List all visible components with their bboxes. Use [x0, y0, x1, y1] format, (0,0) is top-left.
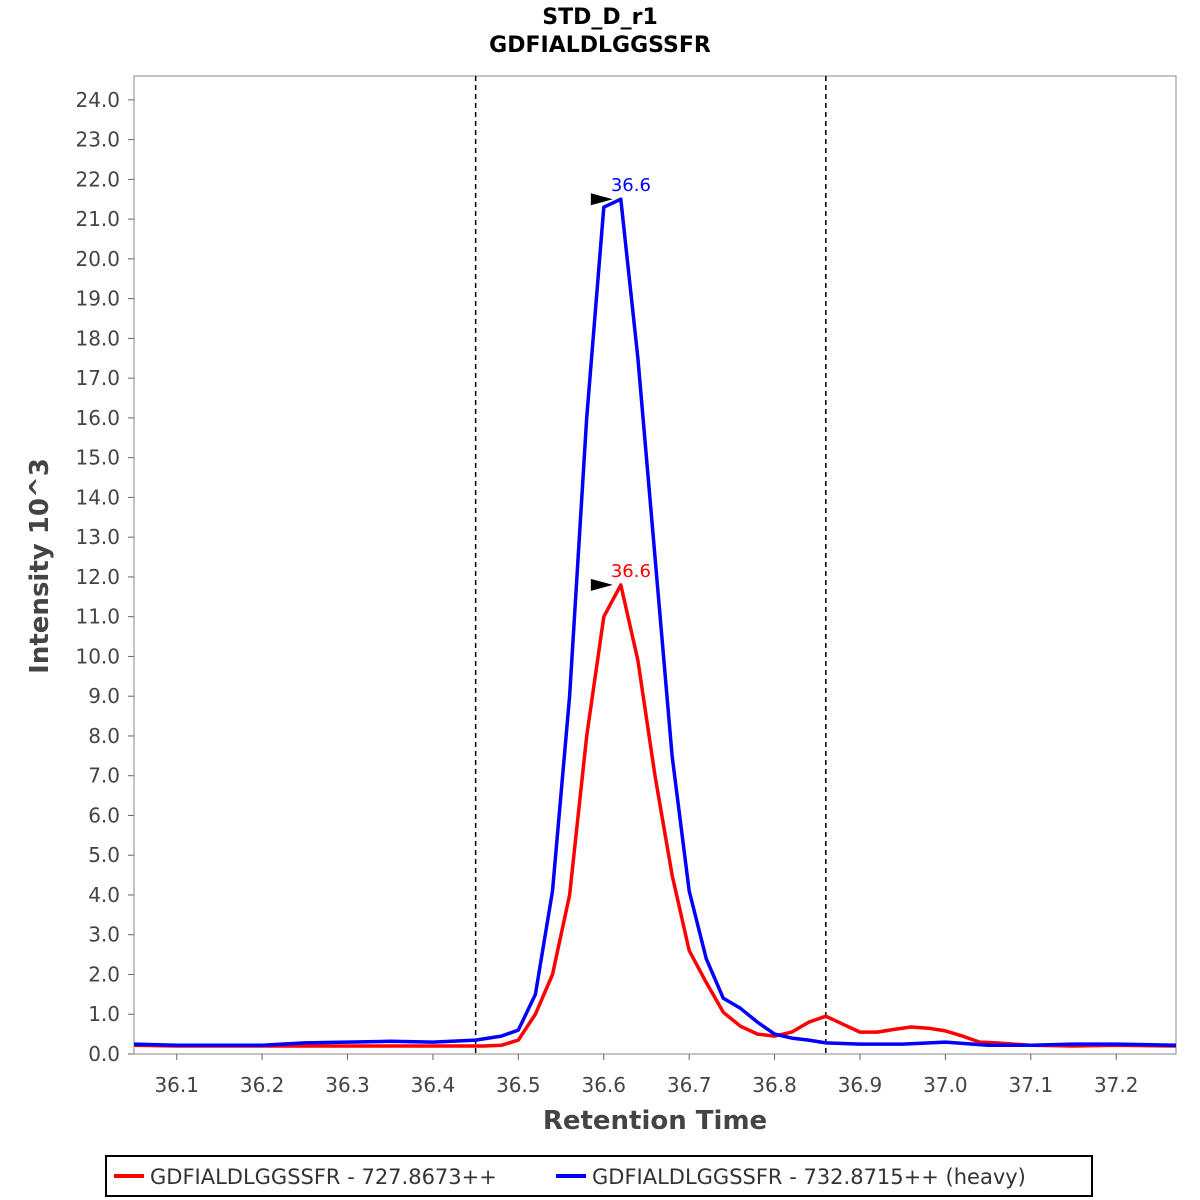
y-tick-label: 13.0 [75, 525, 120, 549]
y-tick-label: 19.0 [75, 287, 120, 311]
y-tick-label: 0.0 [88, 1042, 120, 1066]
y-tick-label: 24.0 [75, 88, 120, 112]
y-tick-label: 7.0 [88, 764, 120, 788]
x-tick-label: 36.4 [411, 1073, 456, 1097]
x-tick-label: 36.7 [667, 1073, 712, 1097]
y-tick-label: 11.0 [75, 605, 120, 629]
y-tick-label: 12.0 [75, 565, 120, 589]
x-tick-label: 37.0 [923, 1073, 968, 1097]
x-tick-label: 36.1 [154, 1073, 199, 1097]
y-tick-label: 9.0 [88, 684, 120, 708]
x-tick-label: 36.5 [496, 1073, 541, 1097]
y-tick-label: 15.0 [75, 446, 120, 470]
y-tick-label: 10.0 [75, 644, 120, 668]
y-axis: 0.0 1.0 2.0 3.0 4.0 5.0 6.0 7.0 8.0 9.0 10.0 11.0 12… [75, 88, 134, 1066]
series-line-light [134, 583, 1176, 1048]
y-tick-label: 22.0 [75, 167, 120, 191]
x-axis-title: Retention Time [543, 1106, 767, 1136]
y-tick-label: 3.0 [88, 923, 120, 947]
y-tick-label: 6.0 [88, 803, 120, 827]
y-tick-label: 5.0 [88, 843, 120, 867]
chart-subtitle: GDFIALDLGGSSFR [489, 33, 711, 58]
y-tick-label: 14.0 [75, 485, 120, 509]
x-tick-label: 36.9 [838, 1073, 883, 1097]
x-tick-label: 37.1 [1009, 1073, 1054, 1097]
x-tick-label: 36.8 [752, 1073, 797, 1097]
y-tick-label: 21.0 [75, 207, 120, 231]
y-tick-label: 4.0 [88, 883, 120, 907]
legend-label-light: GDFIALDLGGSSFR - 727.8673++ [150, 1165, 497, 1189]
series-lines [134, 197, 1176, 1048]
x-axis: 36.1 36.2 36.3 36.4 36.5 36.6 36.7 36.8 36.9 37.0… [154, 1054, 1138, 1097]
x-tick-label: 36.3 [325, 1073, 370, 1097]
y-tick-label: 18.0 [75, 326, 120, 350]
legend-box [105, 1155, 1093, 1197]
peak-annotations: 36.6 36.6 [590, 175, 651, 591]
y-tick-label: 20.0 [75, 247, 120, 271]
series-line-heavy [134, 197, 1176, 1048]
legend: GDFIALDLGGSSFR - 727.8673++ GDFIALDLGGSS… [105, 1155, 1093, 1197]
peak-arrow [590, 578, 613, 591]
peak-boundaries [474, 76, 827, 1054]
peak-label: 36.6 [611, 175, 651, 196]
peak-arrow [590, 193, 613, 206]
y-tick-label: 17.0 [75, 366, 120, 390]
legend-label-heavy: GDFIALDLGGSSFR - 732.8715++ (heavy) [592, 1165, 1026, 1189]
x-tick-label: 37.2 [1094, 1073, 1139, 1097]
y-tick-label: 8.0 [88, 724, 120, 748]
y-tick-label: 23.0 [75, 128, 120, 152]
x-tick-label: 36.6 [581, 1073, 626, 1097]
peak-label: 36.6 [611, 561, 651, 582]
x-tick-label: 36.2 [240, 1073, 285, 1097]
y-tick-label: 1.0 [88, 1002, 120, 1026]
chart-title: STD_D_r1 [542, 5, 658, 30]
y-tick-label: 2.0 [88, 962, 120, 986]
y-tick-label: 16.0 [75, 406, 120, 430]
y-axis-title: Intensity 10^3 [25, 458, 55, 674]
